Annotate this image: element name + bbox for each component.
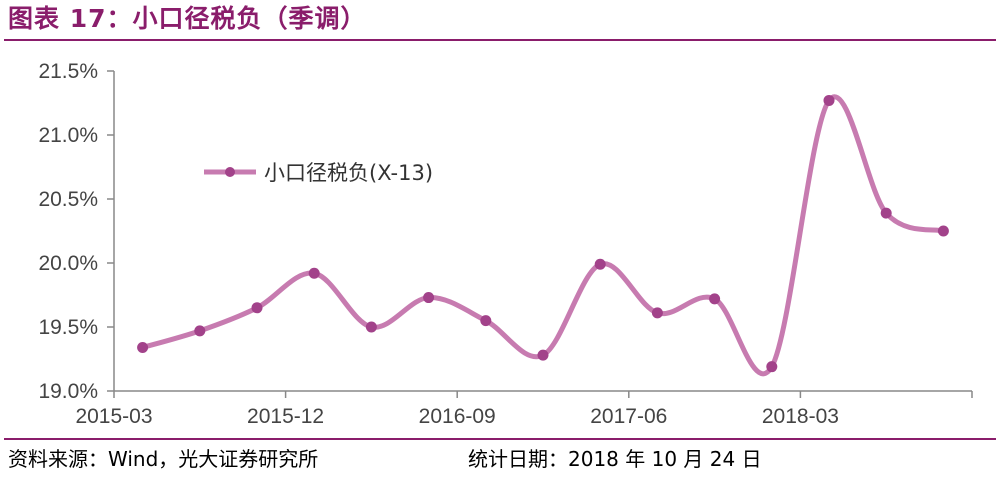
x-tick-labels: 2015-03 2015-12 2016-09 2017-06 2018-03 bbox=[75, 405, 838, 428]
data-point-2018-06 bbox=[880, 207, 892, 219]
line-chart: 19.0%19.5%20.0%20.5%21.0%21.5% 2015-03 20… bbox=[38, 60, 973, 428]
x-tick-label: 2016-09 bbox=[419, 405, 496, 428]
y-tick-label: 21.5% bbox=[38, 60, 98, 83]
y-tick-label: 20.0% bbox=[38, 252, 98, 275]
chart-axes bbox=[107, 70, 973, 398]
legend-swatch-marker bbox=[225, 167, 235, 177]
data-point-2015-06 bbox=[194, 325, 206, 337]
title-divider bbox=[4, 39, 996, 41]
date-note: 统计日期：2018 年 10 月 24 日 bbox=[468, 447, 762, 471]
x-tick-label: 2015-12 bbox=[247, 405, 324, 428]
x-tick-label: 2015-03 bbox=[75, 405, 152, 428]
data-point-2018-03 bbox=[823, 94, 835, 106]
y-tick-labels: 19.0% 19.5% 20.0% 20.5% 21.0% 21.5% bbox=[38, 60, 98, 403]
x-tick-label: 2017-06 bbox=[590, 405, 667, 428]
data-point-2016-12 bbox=[537, 349, 549, 361]
data-point-2017-06 bbox=[651, 307, 663, 319]
data-point-2016-09 bbox=[480, 315, 492, 327]
data-point-2016-06 bbox=[423, 292, 435, 304]
data-point-2015-12 bbox=[308, 267, 320, 279]
footer-divider bbox=[4, 438, 996, 440]
y-tick-label: 20.5% bbox=[38, 188, 98, 211]
data-point-2018-09 bbox=[937, 225, 949, 237]
data-point-2015-03 bbox=[137, 341, 149, 353]
y-tick-label: 19.0% bbox=[38, 380, 98, 403]
source-note: 资料来源：Wind，光大证券研究所 bbox=[8, 447, 319, 471]
legend-label: 小口径税负(X-13) bbox=[264, 161, 433, 185]
series-line bbox=[140, 94, 946, 377]
data-point-2016-03 bbox=[365, 321, 377, 333]
series-markers bbox=[137, 94, 949, 373]
data-point-2015-09 bbox=[251, 302, 263, 314]
x-tick-label: 2018-03 bbox=[762, 405, 839, 428]
data-point-2017-09 bbox=[709, 293, 721, 305]
chart-title: 图表 17：小口径税负（季调） bbox=[8, 4, 367, 33]
data-point-2017-03 bbox=[594, 258, 606, 270]
data-point-2017-12 bbox=[766, 361, 778, 373]
y-tick-label: 19.5% bbox=[38, 316, 98, 339]
legend: 小口径税负(X-13) bbox=[204, 161, 433, 185]
y-tick-label: 21.0% bbox=[38, 124, 98, 147]
